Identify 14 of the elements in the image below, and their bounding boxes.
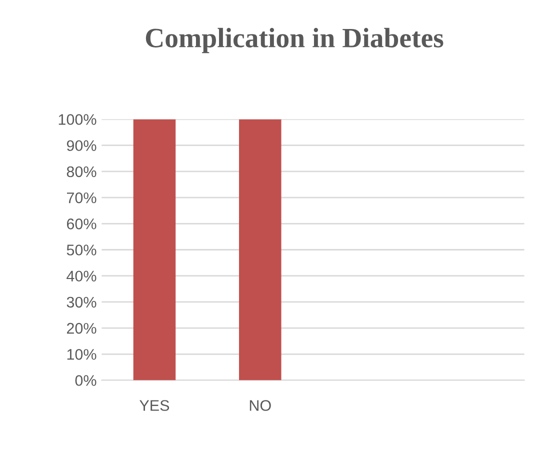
- y-tick-label: 10%: [67, 349, 96, 360]
- y-tick-label: 40%: [66, 270, 96, 282]
- x-tick-label: NO: [250, 400, 271, 411]
- chart-title: Complication in Diabetes: [146, 28, 444, 54]
- y-tick-label: 70%: [66, 192, 96, 204]
- y-tick-label: 80%: [66, 166, 96, 178]
- y-tick-label: 90%: [66, 140, 96, 152]
- y-tick-label: 60%: [66, 218, 96, 230]
- y-tick-label: 0%: [75, 375, 96, 386]
- x-tick-label: YES: [140, 400, 170, 411]
- y-tick-label: 20%: [66, 322, 96, 334]
- y-tick-label: 100%: [58, 114, 96, 125]
- y-tick-label: 50%: [66, 244, 96, 256]
- y-tick-label: 30%: [66, 296, 96, 308]
